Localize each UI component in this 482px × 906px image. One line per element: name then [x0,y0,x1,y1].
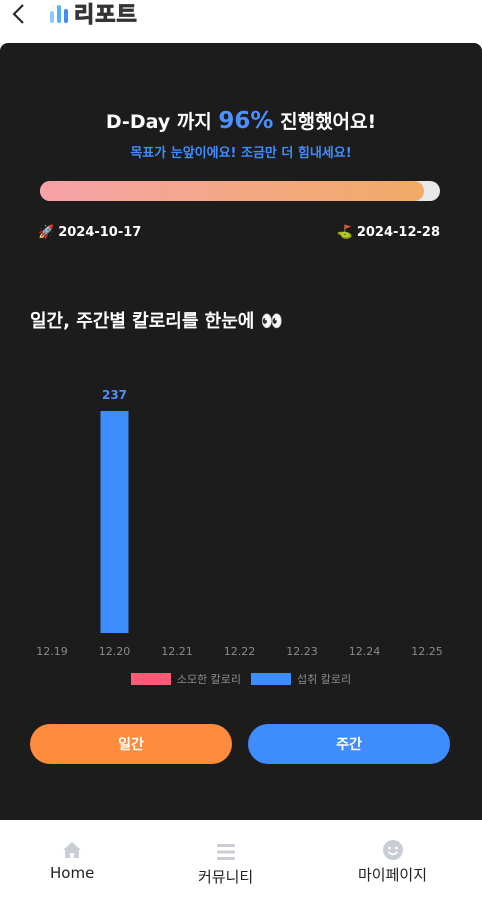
chart-legend: 소모한 칼로리 섭취 칼로리 [0,671,482,687]
headline-suffix: 진행했어요! [280,111,377,133]
section-title: 일간, 주간별 칼로리를 한눈에 👀 [30,311,284,332]
progress-fill [40,181,424,201]
x-tick-label: 12.23 [286,645,318,658]
headline-prefix: D-Day 까지 [105,111,212,133]
legend-item-intake: 섭취 칼로리 [251,671,351,687]
golf-flag-icon: ⛳ [336,225,353,240]
x-tick-label: 12.24 [349,645,381,658]
end-date-group: ⛳ 2024-12-28 [337,225,440,240]
back-button[interactable] [8,2,32,26]
calorie-chart: 12.19 237 12.20 12.21 12.22 12.23 12.24 12.25 [36,388,443,658]
x-tick-label: 12.21 [161,645,193,658]
dday-headline: D-Day 까지 96% 진행했어요! [0,107,482,134]
menu-icon [216,844,235,860]
bottom-nav: Home 커뮤니티 마이페이지 [0,820,482,906]
smiley-icon [382,840,403,860]
bar-value-label: 237 [102,388,127,402]
x-tick-label: 12.22 [224,645,256,658]
legend-swatch-burned [130,673,171,685]
nav-community-label: 커뮤니티 [198,868,254,886]
page-title-group: 리포트 [48,0,138,29]
legend-swatch-intake [251,673,292,685]
weekly-button[interactable]: 주간 [248,724,450,764]
top-bar: 리포트 [0,0,482,42]
progress-bar [40,181,440,201]
nav-home[interactable]: Home [50,838,94,882]
nav-home-label: Home [50,864,95,882]
page-title: 리포트 [74,3,138,29]
nav-mypage[interactable]: 마이페이지 [358,838,427,885]
x-tick-label: 12.19 [36,645,68,658]
daily-button[interactable]: 일간 [30,724,232,764]
start-date-group: 🚀 2024-10-17 [38,225,141,240]
end-date: 2024-12-28 [356,225,440,240]
rocket-icon: 🚀 [38,225,55,240]
home-icon [63,842,82,858]
nav-mypage-label: 마이페이지 [358,866,428,884]
bar-chart-icon [50,5,68,23]
chevron-left-icon [12,4,24,24]
legend-label-intake: 섭취 칼로리 [297,673,352,686]
x-tick-label: 12.20 [99,645,131,658]
report-card: D-Day 까지 96% 진행했어요! 목표가 눈앞이에요! 조금만 더 힘내세… [0,43,482,820]
start-date: 2024-10-17 [58,225,142,240]
bar-intake-12.20 [100,411,129,633]
nav-community[interactable]: 커뮤니티 [198,840,253,887]
motivation-text: 목표가 눈앞이에요! 조금만 더 힘내세요! [130,146,352,161]
legend-item-burned: 소모한 칼로리 [130,671,242,687]
x-tick-label: 12.25 [411,645,443,658]
progress-percent: 96% [218,108,274,134]
legend-label-burned: 소모한 칼로리 [176,673,242,686]
